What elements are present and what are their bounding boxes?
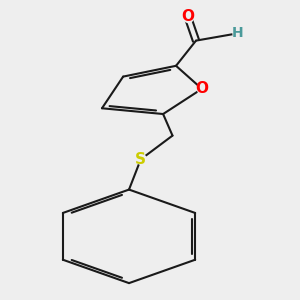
Text: S: S [135, 152, 146, 167]
Text: O: O [181, 9, 194, 24]
Text: H: H [231, 26, 243, 40]
Text: O: O [195, 81, 208, 96]
